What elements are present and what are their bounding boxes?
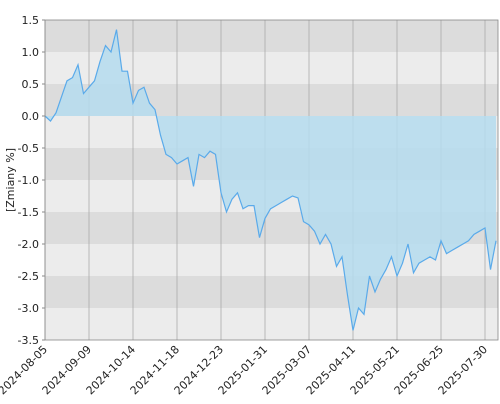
band <box>45 276 498 308</box>
y-tick-label: -2.5 <box>18 270 39 283</box>
y-tick-label: -1.5 <box>18 206 39 219</box>
y-tick-label: -1.0 <box>18 174 39 187</box>
y-tick-label: -3.0 <box>18 302 39 315</box>
y-tick-label: 0.5 <box>22 78 40 91</box>
y-tick-label: 1.5 <box>22 14 40 27</box>
line <box>44 29 497 331</box>
y-tick-label: -2.0 <box>18 238 39 251</box>
y-tick-label: -0.5 <box>18 142 39 155</box>
y-tick-label: -3.5 <box>18 334 39 347</box>
plot-border <box>44 19 499 341</box>
band <box>45 308 498 340</box>
area <box>45 29 496 331</box>
y-axis-label: [Zmiany %] <box>4 148 17 212</box>
band <box>45 20 498 52</box>
y-tick-label: 0.0 <box>22 110 40 123</box>
y-tick-label: 1.0 <box>22 46 40 59</box>
